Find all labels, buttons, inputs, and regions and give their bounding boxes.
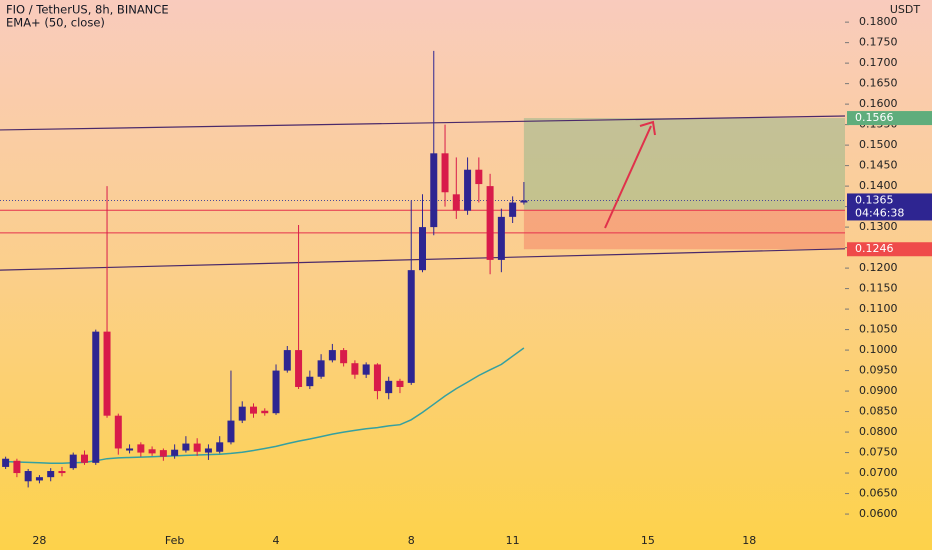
plot: 0.0600 0.0650 0.0700 0.0750 0.0800 0.0850 0.09… xyxy=(0,15,898,547)
ema-line xyxy=(5,347,525,464)
candle-body xyxy=(81,454,88,463)
y-tick-label: 0.1200 xyxy=(859,261,898,274)
candle-body xyxy=(340,350,348,364)
y-tick-label: 0.0650 xyxy=(859,487,898,500)
candle-body xyxy=(159,450,167,457)
y-tick-label: 0.1600 xyxy=(859,97,898,110)
y-tick-label: 0.1400 xyxy=(859,179,898,192)
candle-body xyxy=(475,169,483,185)
candle-body xyxy=(92,331,100,463)
candle-body xyxy=(137,444,145,453)
arrow xyxy=(604,125,652,229)
y-tick-label: 0.0900 xyxy=(859,384,898,397)
candle-body xyxy=(24,471,32,482)
candle-body xyxy=(351,363,359,375)
y-tick-label: 0.0750 xyxy=(859,446,898,459)
candle-body xyxy=(204,448,212,453)
y-tick-label: 0.0850 xyxy=(859,405,898,418)
candle-body xyxy=(497,216,505,260)
candle-body xyxy=(148,449,156,454)
y-tick-label: 0.1800 xyxy=(859,15,898,28)
x-tick-label: 15 xyxy=(641,534,655,547)
candle-body xyxy=(58,471,66,474)
candle-body xyxy=(261,410,269,414)
candle-body xyxy=(47,471,55,478)
candle-body xyxy=(238,406,246,421)
arrow-head xyxy=(639,120,656,136)
y-tick-label: 0.1650 xyxy=(859,77,898,90)
y-tick-label: 0.0600 xyxy=(859,507,898,520)
y-tick-label: 0.1750 xyxy=(859,36,898,49)
candle-body xyxy=(171,449,179,456)
candle-body xyxy=(126,448,134,451)
candle-body xyxy=(227,420,235,443)
stop-zone xyxy=(523,210,845,250)
y-tick-label: 0.1150 xyxy=(859,282,898,295)
candle-body xyxy=(464,169,472,211)
candle-body xyxy=(486,186,494,260)
indicator-label: EMA+ (50, close) xyxy=(6,16,105,30)
y-tick-label: 0.1450 xyxy=(859,159,898,172)
chart-title: FIO / TetherUS, 8h, BINANCE xyxy=(6,3,169,17)
target-zone xyxy=(523,118,845,211)
x-tick-label: Feb xyxy=(165,534,184,547)
x-tick-label: 8 xyxy=(408,534,415,547)
x-tick-label: 18 xyxy=(742,534,756,547)
target-price-label: 0.1566 xyxy=(855,111,894,124)
candle-body xyxy=(283,350,291,371)
candle-body xyxy=(430,153,438,228)
candle-body xyxy=(452,194,460,211)
candle-body xyxy=(250,406,257,414)
trend-line xyxy=(0,115,846,131)
y-tick-label: 0.1100 xyxy=(859,302,898,315)
stop-price-label-box xyxy=(847,242,932,257)
candle-body xyxy=(193,443,201,452)
candle-body xyxy=(385,380,393,394)
candle-body xyxy=(35,477,43,481)
candle-body xyxy=(362,364,370,375)
last-price-box xyxy=(847,193,932,221)
last-price-label: 0.1365 xyxy=(855,193,894,206)
candle-body xyxy=(216,442,224,452)
candle-body xyxy=(328,350,336,361)
candle-body xyxy=(114,415,122,449)
candle-body xyxy=(373,364,381,392)
candle-body xyxy=(509,202,517,217)
candle-body xyxy=(103,331,111,416)
candle-body xyxy=(272,370,280,414)
x-tick-label: 28 xyxy=(32,534,46,547)
y-tick-label: 0.1700 xyxy=(859,56,898,69)
target-price-label-box xyxy=(847,111,932,126)
candle-body xyxy=(520,200,528,203)
candle-body xyxy=(295,350,303,387)
y-tick-label: 0.1500 xyxy=(859,138,898,151)
candle-body xyxy=(2,458,10,467)
currency-label: USDT xyxy=(890,3,921,16)
candle-body xyxy=(396,380,404,387)
candle-body xyxy=(419,227,426,271)
y-tick-label: 0.0700 xyxy=(859,466,898,479)
candle-body xyxy=(317,360,325,377)
stop-price-label: 0.1246 xyxy=(855,242,894,255)
y-tick-label: 0.1050 xyxy=(859,323,898,336)
candle-body xyxy=(69,454,77,469)
candle-body xyxy=(13,460,21,474)
candle-body xyxy=(306,376,314,387)
y-tick-label: 0.1300 xyxy=(859,220,898,233)
y-tick-label: 0.1000 xyxy=(859,343,898,356)
candle-body xyxy=(182,443,190,451)
x-tick-label: 4 xyxy=(273,534,280,547)
y-tick-label: 0.0950 xyxy=(859,364,898,377)
x-tick-label: 11 xyxy=(506,534,520,547)
countdown-label: 04:46:38 xyxy=(855,206,904,219)
candle-body xyxy=(407,270,415,383)
y-tick-label: 0.0800 xyxy=(859,425,898,438)
candle-body xyxy=(441,153,449,193)
